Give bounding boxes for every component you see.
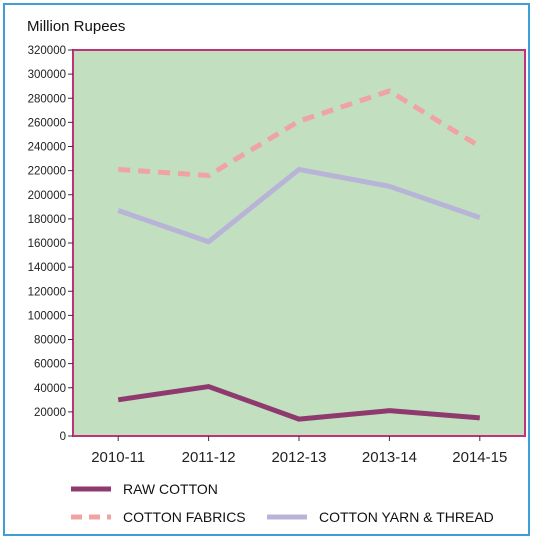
y-tick-label: 60000 — [34, 359, 66, 371]
x-tick-label: 2013-14 — [362, 449, 417, 466]
y-tick-label: 280000 — [28, 93, 66, 105]
y-tick-label: 100000 — [28, 310, 66, 322]
legend-label-cotton-fabrics: COTTON FABRICS — [123, 509, 246, 525]
y-tick-label: 260000 — [28, 117, 66, 129]
series-layer — [117, 88, 482, 422]
y-tick-label: 80000 — [34, 335, 66, 347]
y-tick-label: 240000 — [28, 142, 66, 154]
y-tick-label: 200000 — [28, 190, 66, 202]
x-axis: 2010-11 2011-12 2012-13 2013-14 2014-15 — [91, 436, 507, 466]
series-line-cotton-fabrics — [118, 88, 482, 178]
chart-svg: Million Rupees 0 20000 40000 60000 80000 1000… — [27, 18, 526, 525]
plot-area — [72, 49, 526, 437]
legend: RAW COTTON COTTON FABRICS COTTON YARN & TH… — [71, 481, 494, 525]
y-tick-label: 20000 — [34, 407, 66, 419]
y-tick-label: 320000 — [28, 45, 66, 57]
y-unit-label: Million Rupees — [27, 18, 125, 35]
y-tick-label: 0 — [60, 431, 66, 443]
y-tick-label: 120000 — [28, 286, 66, 298]
y-tick-label: 220000 — [28, 166, 66, 178]
y-tick-label: 160000 — [28, 238, 66, 250]
legend-label-cotton-yarn-thread: COTTON YARN & THREAD — [319, 509, 494, 525]
y-tick-label: 300000 — [28, 69, 66, 81]
x-tick-label: 2010-11 — [91, 449, 145, 466]
y-tick-label: 140000 — [28, 262, 66, 274]
y-axis: 0 20000 40000 60000 80000 100000 120000 140000 1… — [28, 45, 73, 443]
x-tick-label: 2012-13 — [271, 449, 326, 466]
x-tick-label: 2011-12 — [182, 449, 236, 466]
y-tick-label: 40000 — [34, 383, 66, 395]
chart-frame: Million Rupees 0 20000 40000 60000 80000 1000… — [3, 3, 530, 536]
y-tick-label: 180000 — [28, 214, 66, 226]
legend-label-raw-cotton: RAW COTTON — [123, 481, 218, 497]
x-tick-label: 2014-15 — [452, 449, 507, 466]
